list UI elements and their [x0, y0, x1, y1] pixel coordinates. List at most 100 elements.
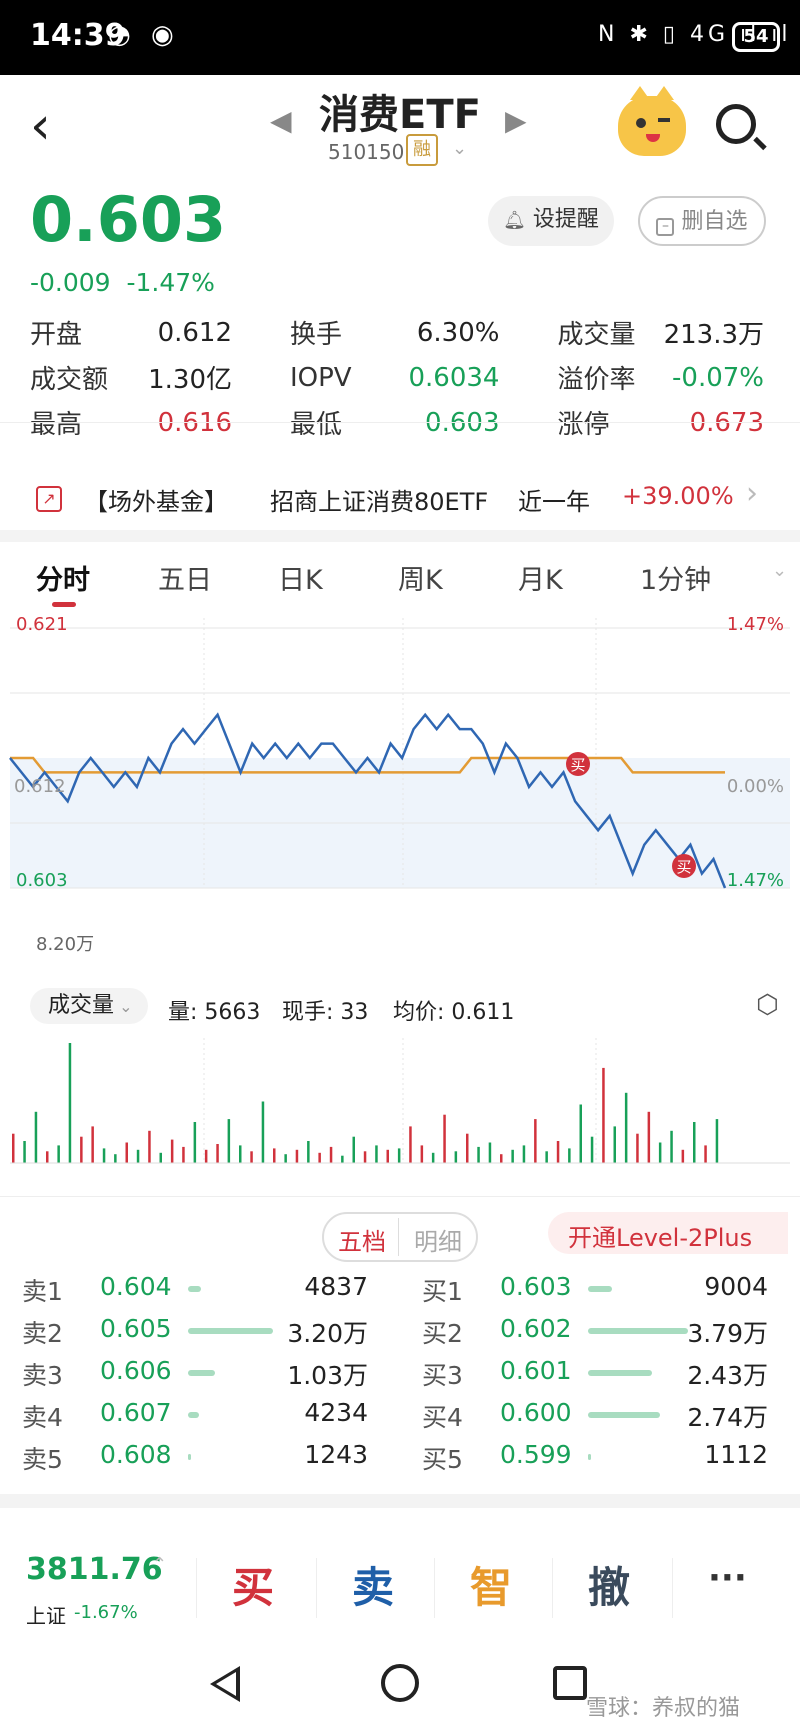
remove-favorite-button[interactable]: – 删自选: [638, 196, 766, 246]
volume-bar: [579, 1104, 582, 1163]
order-quantity: 3.79万: [687, 1319, 768, 1348]
order-quantity: 3.20万: [287, 1319, 368, 1348]
buy-marker-label: 买: [570, 756, 585, 774]
index-value[interactable]: 3811.76: [26, 1552, 163, 1587]
volume-bar: [454, 1151, 458, 1163]
y-axis-bottom-label: 0.603: [16, 870, 68, 891]
cancel-order-button[interactable]: 撤: [588, 1563, 631, 1612]
volume-bar: [341, 1155, 344, 1163]
fund-return: +39.00%: [622, 482, 734, 510]
page-title: 消费ETF: [319, 92, 481, 138]
volume-bar: [329, 1146, 333, 1163]
volume-bar: [534, 1119, 537, 1163]
active-tab-indicator: [52, 602, 76, 607]
set-reminder-button[interactable]: 🔔︎ 设提醒: [488, 196, 614, 246]
order-level-label: 卖3: [22, 1361, 63, 1390]
index-percent: -1.67%: [74, 1602, 138, 1623]
order-price: 0.604: [100, 1272, 172, 1301]
tab-details[interactable]: 明细: [414, 1228, 462, 1256]
prev-stock-icon[interactable]: ◀: [270, 104, 292, 137]
order-price: 0.603: [500, 1272, 572, 1301]
volume-selector-label: 成交量: [48, 993, 115, 1018]
volume-bar: [159, 1152, 162, 1163]
volume-bar: [216, 1144, 219, 1163]
volume-bar: [12, 1133, 15, 1163]
change-percent: -1.47%: [126, 268, 215, 297]
divider: [0, 1196, 800, 1197]
order-volume-bar: [588, 1286, 612, 1292]
volume-bar: [34, 1111, 38, 1163]
volume-bar: [636, 1133, 639, 1163]
average-price: 均价: 0.611: [393, 1000, 515, 1025]
buy-button[interactable]: 买: [232, 1563, 275, 1612]
volume-bar: [420, 1145, 424, 1163]
volume-bar: [204, 1149, 208, 1163]
stat-value: 1.30亿: [148, 365, 232, 395]
section-divider: [0, 530, 800, 542]
level2-upgrade-button[interactable]: 开通Level-2Plus: [548, 1212, 788, 1254]
volume-bar: [488, 1142, 492, 1163]
tab-4[interactable]: 月K: [518, 565, 563, 596]
volume-bar: [284, 1154, 287, 1163]
volume-bar: [261, 1101, 265, 1163]
chevron-down-icon[interactable]: ⌄: [452, 138, 468, 159]
volume-bar: [556, 1141, 560, 1163]
order-price: 0.602: [500, 1314, 572, 1343]
order-quantity: 1112: [704, 1440, 768, 1469]
chart-tabs: 分时 五日 日K 周K 月K 1分钟 ⌄: [0, 550, 800, 608]
pct-mid-label: 0.00%: [727, 776, 784, 797]
volume-bar: [193, 1122, 197, 1163]
watermark: 雪球：养叔的猫: [586, 1696, 741, 1721]
hexagon-gear-icon[interactable]: ⬡: [756, 990, 779, 1020]
sell-button[interactable]: 卖: [352, 1563, 395, 1612]
volume-bar: [568, 1148, 571, 1163]
tab-1[interactable]: 五日: [158, 565, 212, 596]
volume-bar: [46, 1151, 49, 1163]
volume-bar: [352, 1136, 355, 1163]
tab-5[interactable]: 1分钟: [640, 565, 712, 596]
search-icon[interactable]: [716, 104, 756, 144]
current-hand: 现手: 33: [282, 1000, 369, 1025]
y-axis-top-label: 0.621: [16, 614, 68, 635]
bell-icon: 🔔︎: [503, 210, 526, 231]
divider: [672, 1558, 673, 1618]
stat-label: 涨停: [557, 410, 610, 440]
level2-label: 开通Level-2Plus: [568, 1224, 753, 1252]
order-price: 0.608: [100, 1440, 172, 1469]
more-icon[interactable]: ···: [708, 1558, 747, 1598]
chevron-down-icon: ⌄: [114, 997, 133, 1016]
chevron-down-icon[interactable]: ⌄: [772, 560, 788, 581]
tab-3[interactable]: 周K: [398, 565, 443, 596]
y-axis-mid-label: 0.612: [14, 776, 66, 797]
smart-button[interactable]: 智: [470, 1563, 513, 1612]
next-stock-icon[interactable]: ▶: [505, 104, 527, 137]
fund-period: 近一年: [518, 488, 590, 516]
orderbook-tabs: 五档 明细: [322, 1212, 478, 1262]
intraday-chart[interactable]: 0.6210.6120.6031.47%0.00%1.47%买买8.20万9:3…: [0, 608, 800, 1168]
volume-bar: [602, 1067, 605, 1163]
stat-label: 换手: [290, 320, 343, 350]
volume-bar: [386, 1149, 389, 1163]
mascot-icon[interactable]: [618, 86, 686, 156]
nav-recents-icon[interactable]: [553, 1666, 587, 1700]
tab-0[interactable]: 分时: [36, 565, 90, 596]
volume-bar: [227, 1119, 231, 1163]
tab-five-levels[interactable]: 五档: [338, 1228, 386, 1256]
volume-info-bar: 成交量 ⌄ 量: 5663 现手: 33 均价: 0.611 ⬡: [0, 982, 800, 1032]
chevron-right-icon: ›: [746, 476, 758, 511]
fund-link-bar[interactable]: ↗ 【场外基金】 招商上证消费80ETF 近一年 +39.00% ›: [0, 466, 800, 536]
order-volume-bar: [188, 1412, 199, 1418]
volume-bar: [693, 1122, 696, 1163]
back-icon[interactable]: ‹: [30, 96, 51, 156]
volume-bar: [148, 1130, 151, 1163]
tab-2[interactable]: 日K: [278, 565, 323, 596]
volume-bar: [125, 1142, 128, 1163]
nav-home-icon[interactable]: [381, 1664, 419, 1702]
order-level-label: 卖1: [22, 1277, 63, 1306]
volume-bar: [500, 1154, 503, 1163]
current-price: 0.603: [30, 183, 227, 256]
volume-bar: [409, 1126, 412, 1163]
order-price: 0.606: [100, 1356, 172, 1385]
order-level-label: 卖2: [22, 1319, 63, 1348]
volume-selector[interactable]: 成交量 ⌄: [30, 988, 148, 1024]
